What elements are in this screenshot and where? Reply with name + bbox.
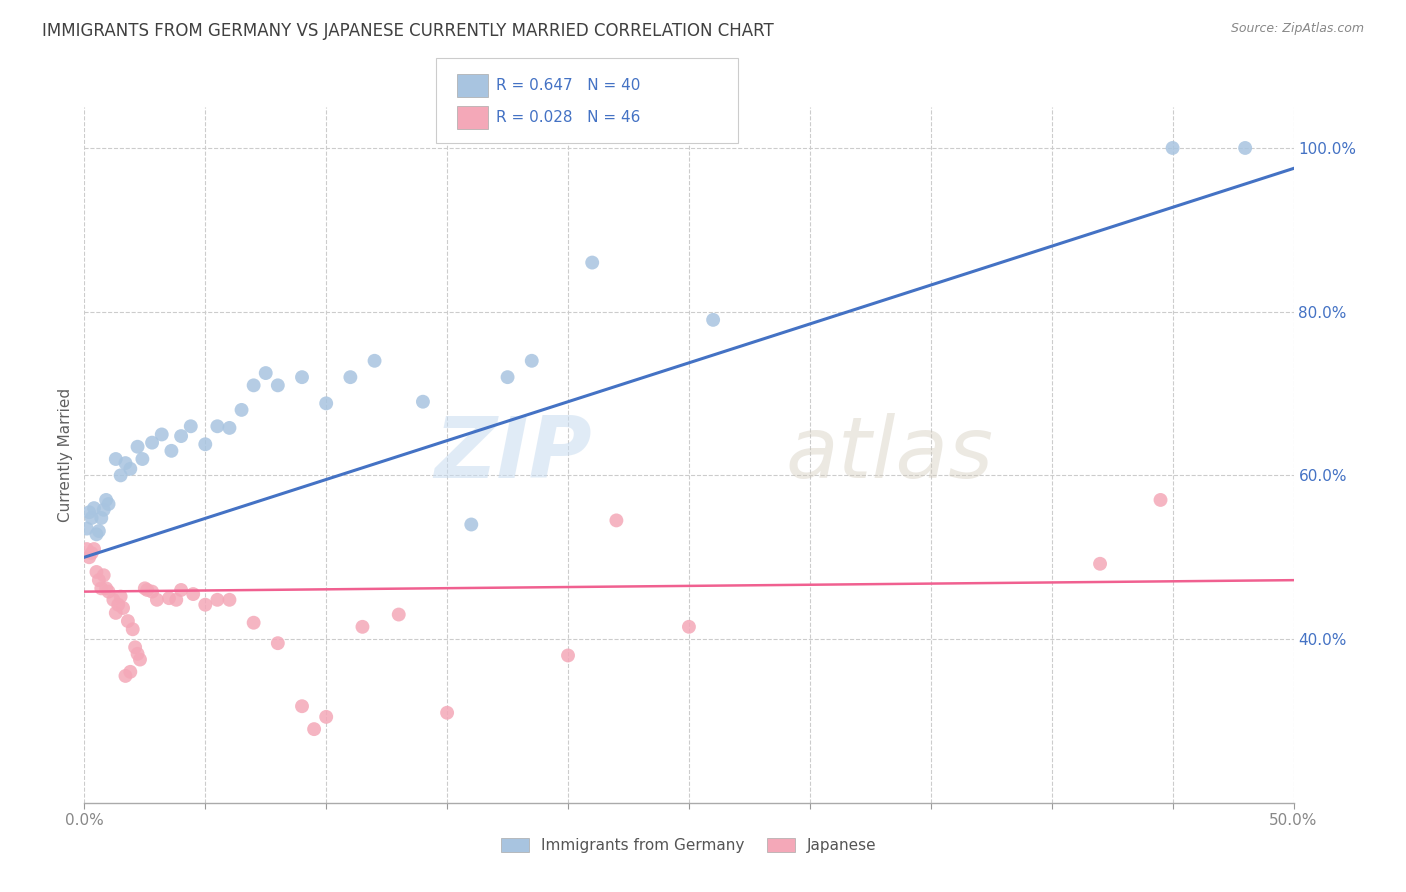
Point	[170, 582, 193, 597]
Point	[165, 592, 187, 607]
Point	[146, 592, 169, 607]
Point	[352, 620, 374, 634]
Text: R = 0.647   N = 40: R = 0.647 N = 40	[496, 78, 641, 93]
Point	[93, 502, 115, 516]
Point	[77, 505, 100, 519]
Point	[129, 652, 152, 666]
Point	[87, 573, 110, 587]
Point	[104, 606, 127, 620]
Point	[1161, 141, 1184, 155]
Point	[267, 636, 290, 650]
Point	[388, 607, 411, 622]
Point	[496, 370, 519, 384]
Point	[107, 598, 129, 612]
Point	[315, 710, 337, 724]
Point	[1149, 492, 1171, 507]
Point	[124, 640, 146, 655]
Point	[581, 255, 603, 269]
Point	[291, 699, 314, 714]
Point	[605, 513, 627, 527]
Point	[557, 648, 579, 663]
Point	[127, 647, 149, 661]
Text: IMMIGRANTS FROM GERMANY VS JAPANESE CURRENTLY MARRIED CORRELATION CHART: IMMIGRANTS FROM GERMANY VS JAPANESE CURR…	[42, 22, 773, 40]
Point	[702, 313, 724, 327]
Point	[127, 440, 149, 454]
Point	[114, 669, 136, 683]
Point	[110, 468, 132, 483]
Point	[110, 590, 132, 604]
Point	[363, 353, 385, 368]
Point	[120, 462, 142, 476]
Point	[87, 524, 110, 538]
Point	[83, 501, 105, 516]
Point	[93, 568, 115, 582]
Point	[460, 517, 482, 532]
Point	[131, 452, 153, 467]
Point	[141, 584, 163, 599]
Point	[231, 403, 253, 417]
Point	[80, 546, 103, 560]
Point	[150, 427, 173, 442]
Text: Source: ZipAtlas.com: Source: ZipAtlas.com	[1230, 22, 1364, 36]
Point	[120, 665, 142, 679]
Point	[412, 394, 434, 409]
Point	[114, 456, 136, 470]
Point	[436, 706, 458, 720]
Point	[678, 620, 700, 634]
Point	[86, 527, 108, 541]
Text: atlas: atlas	[786, 413, 994, 497]
Point	[141, 435, 163, 450]
Point	[218, 592, 240, 607]
Y-axis label: Currently Married: Currently Married	[58, 388, 73, 522]
Point	[76, 522, 98, 536]
Point	[86, 565, 108, 579]
Point	[1088, 557, 1111, 571]
Point	[90, 511, 112, 525]
Point	[94, 492, 117, 507]
Point	[121, 622, 143, 636]
Point	[76, 542, 98, 557]
Point	[160, 443, 183, 458]
Point	[77, 550, 100, 565]
Point	[218, 421, 240, 435]
Point	[157, 591, 180, 606]
Point	[136, 582, 159, 597]
Text: R = 0.028   N = 46: R = 0.028 N = 46	[496, 111, 641, 125]
Point	[80, 511, 103, 525]
Point	[339, 370, 361, 384]
Point	[134, 582, 156, 596]
Point	[194, 598, 217, 612]
Point	[180, 419, 202, 434]
Point	[291, 370, 314, 384]
Point	[267, 378, 290, 392]
Point	[112, 601, 135, 615]
Point	[254, 366, 277, 380]
Point	[207, 592, 229, 607]
Point	[117, 614, 139, 628]
Point	[520, 353, 543, 368]
Point	[103, 592, 125, 607]
Text: ZIP: ZIP	[434, 413, 592, 497]
Point	[315, 396, 337, 410]
Point	[97, 497, 120, 511]
Point	[94, 582, 117, 596]
Legend: Immigrants from Germany, Japanese: Immigrants from Germany, Japanese	[496, 833, 882, 858]
Point	[242, 615, 264, 630]
Point	[90, 582, 112, 596]
Point	[97, 584, 120, 599]
Point	[181, 587, 204, 601]
Point	[194, 437, 217, 451]
Point	[1234, 141, 1257, 155]
Point	[83, 542, 105, 557]
Point	[170, 429, 193, 443]
Point	[104, 452, 127, 467]
Point	[207, 419, 229, 434]
Point	[302, 722, 325, 736]
Point	[242, 378, 264, 392]
